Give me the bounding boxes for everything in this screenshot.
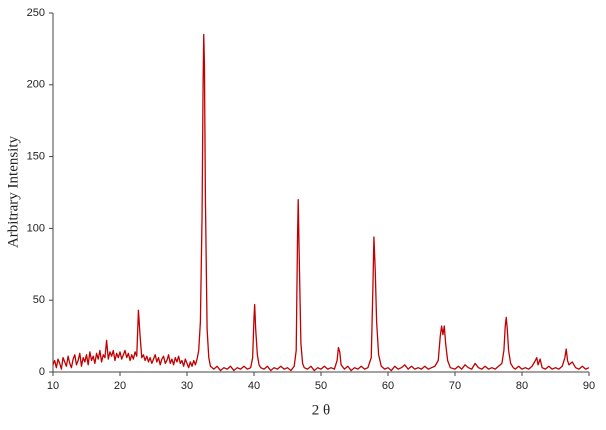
x-tick-label: 60 (382, 380, 394, 392)
y-tick-label: 0 (39, 366, 45, 378)
x-tick-label: 20 (114, 380, 126, 392)
y-tick-label: 150 (27, 151, 45, 163)
x-tick-label: 40 (248, 380, 260, 392)
y-axis-title: Arbitrary Intensity (5, 135, 21, 248)
data-line (52, 33, 590, 372)
x-tick-label: 90 (583, 380, 595, 392)
x-axis-title: 2 θ (312, 402, 330, 418)
y-tick-label: 100 (27, 222, 45, 234)
y-tick-label: 200 (27, 79, 45, 91)
x-tick-label: 70 (449, 380, 461, 392)
y-tick-label: 250 (27, 7, 45, 19)
x-tick-label: 10 (47, 380, 59, 392)
x-tick-label: 50 (315, 380, 327, 392)
x-tick-label: 80 (516, 380, 528, 392)
y-tick-label: 50 (33, 294, 45, 306)
x-tick-label: 30 (181, 380, 193, 392)
